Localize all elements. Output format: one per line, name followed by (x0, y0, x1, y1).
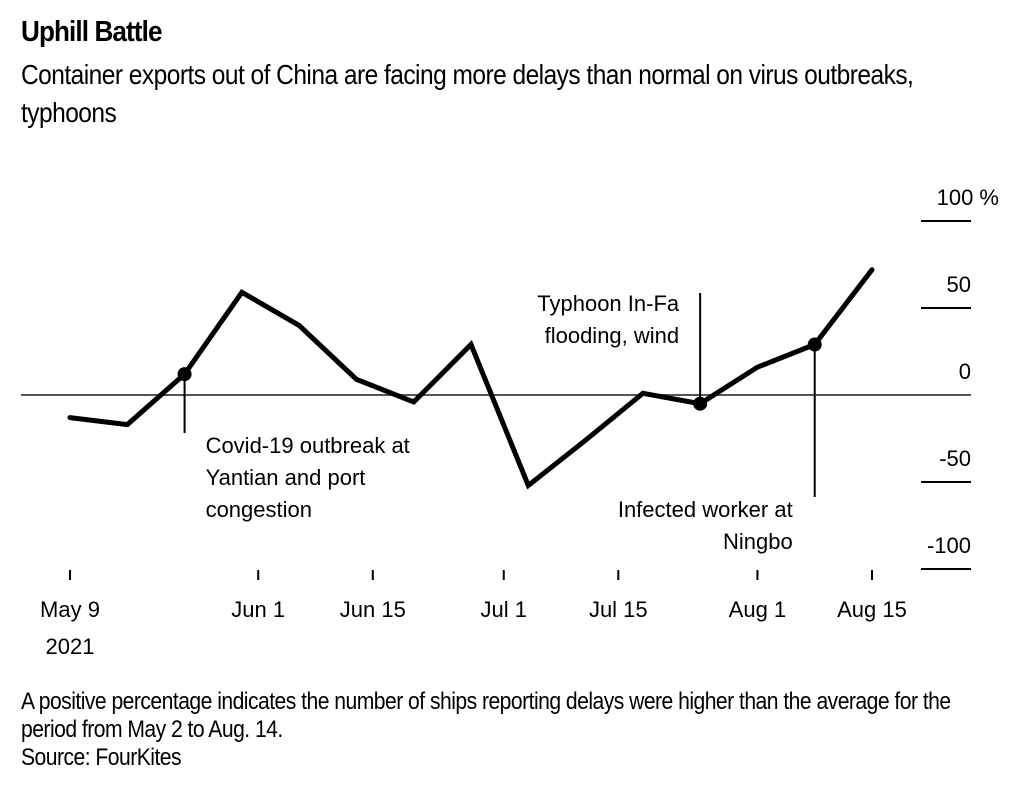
annotation-leaders (183, 293, 816, 497)
x-tick-label: May 9 (40, 597, 100, 622)
x-tick-label: Jul 1 (480, 597, 526, 622)
y-tick-label: 0 (959, 359, 971, 384)
y-tick-label: -50 (939, 446, 971, 471)
x-axis: May 9 2021 Jun 1 Jun 15 Jul 1 Jul 15 Aug 1 Aug … (40, 570, 907, 659)
x-tick-label: Jun 1 (231, 597, 285, 622)
x-tick-sublabel: 2021 (46, 634, 95, 659)
annotation-label: congestion (206, 497, 312, 522)
y-tick-label: 50 (947, 272, 971, 297)
chart-subtitle: Container exports out of China are facin… (21, 59, 914, 128)
y-tick-label: 100 % (937, 185, 999, 210)
annotation-marker (807, 337, 822, 352)
y-axis: 100 % 50 0 -50 -100 (21, 185, 999, 570)
x-tick-label: Aug 1 (729, 597, 787, 622)
series-line (67, 267, 875, 490)
annotation-label: Yantian and port (206, 465, 366, 490)
annotation-label: Covid-19 outbreak at (206, 433, 410, 458)
y-tick-label: -100 (927, 533, 971, 558)
series-group (67, 267, 875, 490)
source-text: Source: FourKites (21, 744, 182, 771)
footnote-text: A positive percentage indicates the numb… (21, 688, 951, 743)
annotation-label: Ningbo (723, 529, 793, 554)
annotation-marker (177, 367, 192, 382)
x-tick-label: Jun 15 (340, 597, 406, 622)
annotation-marker (693, 396, 708, 411)
annotation-label: Infected worker at (618, 497, 793, 522)
annotation-labels: Covid-19 outbreak at Yantian and port cong… (206, 291, 793, 554)
footnote: A positive percentage indicates the numb… (21, 688, 1007, 772)
annotation-label: flooding, wind (545, 323, 680, 348)
x-tick-label: Aug 15 (837, 597, 907, 622)
annotation-label: Typhoon In-Fa (537, 291, 680, 316)
chart-title: Uphill Battle (21, 16, 162, 48)
x-tick-label: Jul 15 (589, 597, 648, 622)
